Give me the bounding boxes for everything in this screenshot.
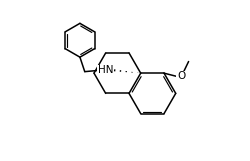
Text: HN: HN: [98, 65, 114, 75]
Text: O: O: [177, 71, 185, 81]
